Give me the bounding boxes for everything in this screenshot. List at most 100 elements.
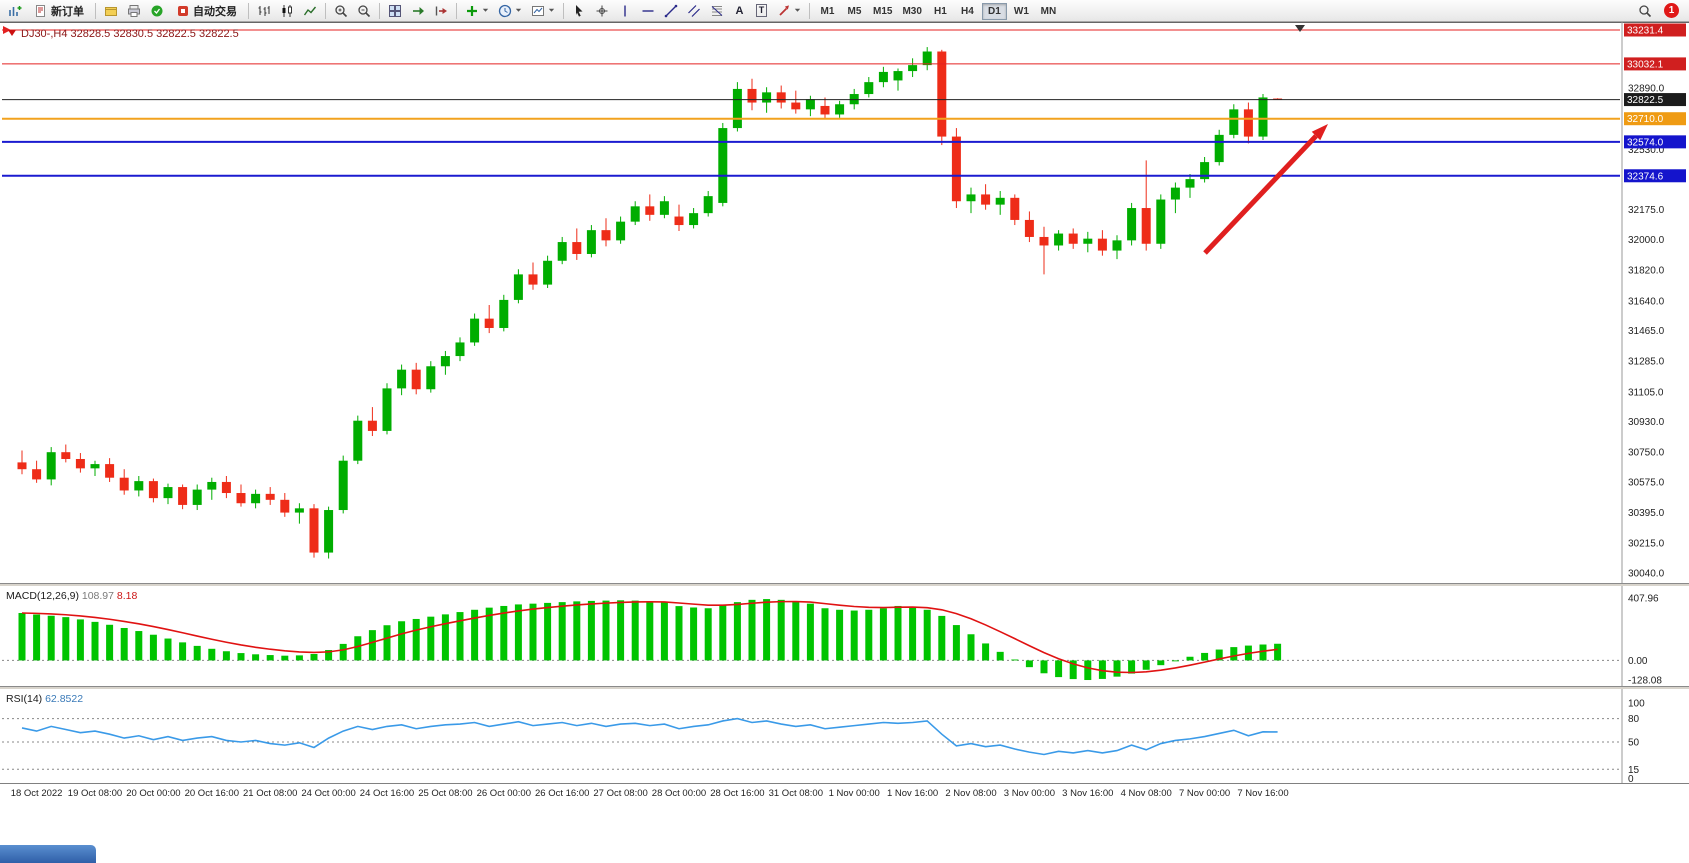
timeframe-button-M5[interactable]: M5	[842, 3, 867, 20]
price-badge-label: 32710.0	[1627, 114, 1664, 125]
candlestick-mode-button[interactable]	[276, 1, 298, 20]
candle-body	[221, 481, 231, 494]
macd-histogram-bar	[909, 606, 917, 661]
print-icon	[128, 4, 140, 17]
time-axis-label: 1 Nov 00:00	[828, 788, 880, 799]
macd-histogram-bar	[660, 602, 668, 661]
candle-body	[32, 469, 42, 480]
price-axis-label: 30930.0	[1628, 417, 1665, 428]
trendline-tool-button[interactable]	[660, 1, 682, 20]
auto-scroll-button[interactable]	[407, 1, 429, 20]
cursor-button[interactable]	[568, 1, 590, 20]
autotrading-label: 自动交易	[193, 5, 237, 18]
macd-histogram-bar	[1157, 660, 1165, 666]
trend-arrow-annotation[interactable]	[1203, 134, 1318, 255]
time-axis-label: 24 Oct 16:00	[359, 788, 415, 799]
fibonacci-tool-button[interactable]	[706, 1, 728, 20]
templates-button[interactable]	[527, 1, 559, 20]
macd-histogram-bar	[266, 655, 274, 661]
time-axis[interactable]: 18 Oct 2022 19 Oct 08:00 20 Oct 00:00 20 Oc…	[0, 783, 1689, 806]
macd-histogram-bar	[996, 651, 1004, 661]
periods-button[interactable]	[494, 1, 526, 20]
candle-body	[397, 369, 407, 389]
profiles-button[interactable]	[100, 1, 122, 20]
autotrading-button[interactable]: 自动交易	[169, 1, 244, 20]
price-badge	[1624, 23, 1686, 37]
new-order-button[interactable]: 新订单	[27, 1, 91, 20]
time-axis-label: 7 Nov 00:00	[1178, 788, 1231, 799]
timeframe-button-H1[interactable]: H1	[928, 3, 953, 20]
notification-badge[interactable]: 1	[1664, 3, 1679, 18]
macd-histogram-bar	[1186, 656, 1194, 661]
timeframe-button-MN[interactable]: MN	[1036, 3, 1061, 20]
chart-shift-marker[interactable]	[1295, 25, 1305, 32]
timeframe-button-W1[interactable]: W1	[1009, 3, 1034, 20]
price-axis-label: 31105.0	[1628, 387, 1664, 398]
indicators-button[interactable]	[461, 1, 493, 20]
chart-shift-button[interactable]	[430, 1, 452, 20]
label-tool-button[interactable]: T	[751, 1, 772, 20]
channel-tool-button[interactable]	[683, 1, 705, 20]
price-axis-label: 31820.0	[1628, 266, 1665, 277]
zoom-out-button[interactable]	[353, 1, 375, 20]
price-axis-label: 31640.0	[1628, 296, 1665, 307]
bar-chart-mode-button[interactable]	[253, 1, 275, 20]
macd-histogram-bar	[1113, 660, 1121, 677]
macd-scale-label: -128.08	[1628, 676, 1662, 686]
panel-separator-rsi[interactable]	[0, 686, 1689, 689]
timeframe-button-M1[interactable]: M1	[815, 3, 840, 20]
macd-histogram-bar	[1040, 660, 1048, 674]
macd-histogram-bar	[1084, 660, 1092, 681]
candle-body	[46, 452, 56, 480]
candle-body	[1258, 97, 1268, 137]
rsi-panel[interactable]: 100 80 50 150 RSI(14) 62.8522	[0, 689, 1689, 783]
macd-histogram-bar	[485, 607, 493, 661]
macd-histogram-bar	[587, 600, 595, 661]
candle-body	[878, 71, 888, 83]
time-axis-label: 25 Oct 08:00	[418, 788, 473, 799]
horizontal-line-tool-button[interactable]	[637, 1, 659, 20]
line-chart-mode-button[interactable]	[299, 1, 321, 20]
caret-down-icon	[482, 8, 489, 12]
macd-scale-label: 407.96	[1628, 594, 1659, 605]
horizontal-line-icon	[642, 9, 654, 12]
cursor-icon	[576, 4, 583, 17]
candle-body	[236, 493, 246, 504]
tile-windows-button[interactable]	[384, 1, 406, 20]
new-order-label: 新订单	[51, 5, 84, 18]
zoom-in-button[interactable]	[330, 1, 352, 20]
arrows-tool-button[interactable]	[773, 1, 805, 20]
text-icon: A	[735, 4, 744, 17]
macd-histogram-bar	[967, 634, 975, 661]
footer-area	[0, 806, 1689, 863]
price-chart-panel[interactable]: 32890.0 32530.0 32175.0 32000.0 31820.0 31640…	[0, 22, 1689, 583]
timeframe-button-M15[interactable]: M15	[869, 3, 896, 20]
taskbar-fragment[interactable]	[0, 845, 96, 863]
macd-panel[interactable]: 407.96 0.00 -128.08 MACD(12,26,9) 108.97 8.…	[0, 586, 1689, 686]
panel-separator-macd[interactable]	[0, 583, 1689, 586]
news-button[interactable]	[146, 1, 168, 20]
channel-icon	[688, 4, 700, 17]
candle-body	[689, 213, 699, 226]
timeframe-button-D1[interactable]: D1	[981, 3, 1007, 20]
time-axis-label: 21 Oct 08:00	[242, 788, 298, 799]
price-axis-label: 30575.0	[1628, 477, 1665, 488]
search-button[interactable]	[1634, 1, 1656, 20]
symbol-marker-icon	[8, 30, 16, 36]
print-button[interactable]	[123, 1, 145, 20]
macd-histogram-bar	[982, 643, 990, 661]
new-chart-button[interactable]	[4, 1, 26, 20]
candle-body	[134, 481, 144, 491]
macd-histogram-bar	[354, 636, 362, 661]
text-tool-button[interactable]: A	[729, 1, 750, 20]
candle-body	[762, 92, 772, 103]
timeframe-button-M30[interactable]: M30	[898, 3, 925, 20]
timeframe-button-H4[interactable]: H4	[955, 3, 980, 20]
vertical-line-tool-button[interactable]	[614, 1, 636, 20]
candle-body	[1127, 208, 1137, 241]
macd-histogram-bar	[558, 602, 566, 661]
macd-label: MACD(12,26,9) 108.97 8.18	[6, 590, 138, 602]
crosshair-button[interactable]	[591, 1, 613, 20]
macd-histogram-bar	[295, 655, 303, 661]
candle-body	[528, 274, 538, 285]
